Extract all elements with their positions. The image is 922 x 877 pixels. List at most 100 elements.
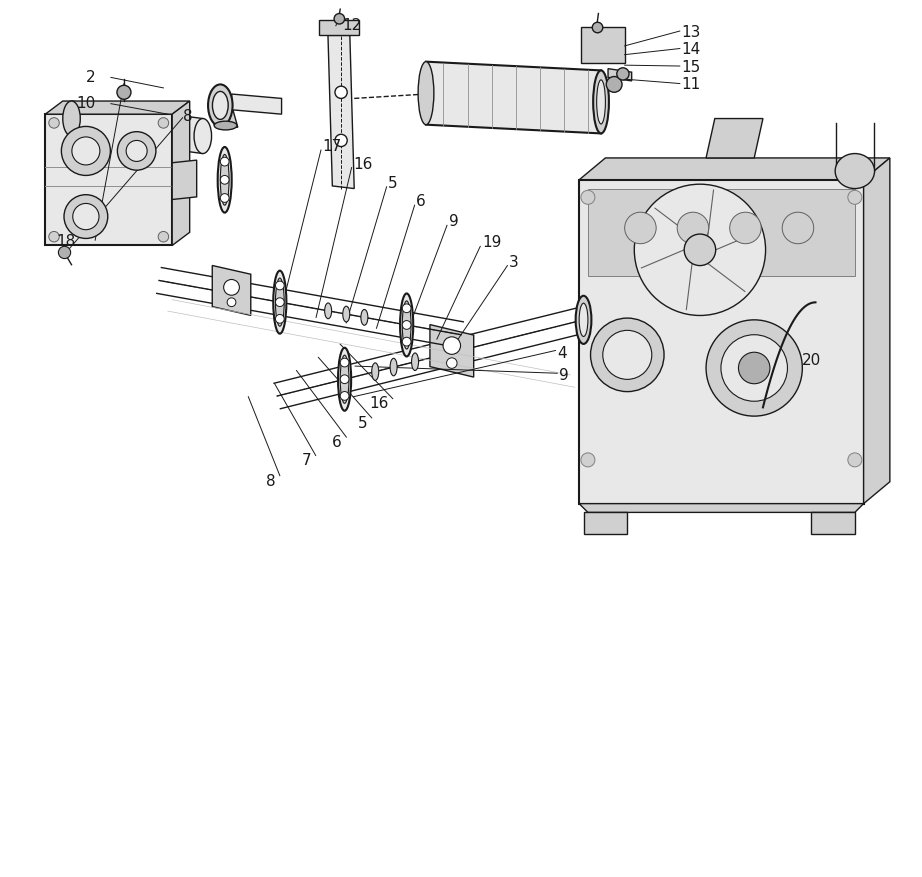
Circle shape <box>334 15 345 25</box>
Circle shape <box>220 195 229 203</box>
Ellipse shape <box>276 279 284 327</box>
Ellipse shape <box>835 154 875 189</box>
Circle shape <box>739 353 770 384</box>
Circle shape <box>721 335 787 402</box>
Ellipse shape <box>390 359 397 376</box>
Ellipse shape <box>214 122 237 131</box>
Ellipse shape <box>575 296 591 345</box>
Text: 5: 5 <box>388 175 398 190</box>
Ellipse shape <box>194 119 211 154</box>
Text: 9: 9 <box>559 368 569 383</box>
Polygon shape <box>430 325 474 378</box>
Polygon shape <box>426 62 601 134</box>
Polygon shape <box>811 513 855 535</box>
Circle shape <box>677 213 709 245</box>
Circle shape <box>340 375 349 384</box>
Circle shape <box>581 453 595 467</box>
Text: 6: 6 <box>332 434 342 450</box>
Circle shape <box>220 176 229 185</box>
Polygon shape <box>231 95 281 115</box>
Text: 7: 7 <box>301 453 312 467</box>
Circle shape <box>126 141 148 162</box>
Circle shape <box>73 204 99 231</box>
Polygon shape <box>72 102 203 154</box>
Text: 14: 14 <box>681 42 701 57</box>
Polygon shape <box>172 161 196 200</box>
Ellipse shape <box>402 302 411 350</box>
Bar <box>581 27 625 64</box>
Circle shape <box>402 321 411 330</box>
Text: 18: 18 <box>56 233 76 248</box>
Circle shape <box>58 247 71 260</box>
Polygon shape <box>319 21 359 36</box>
Circle shape <box>402 338 411 346</box>
Circle shape <box>335 135 348 147</box>
Ellipse shape <box>411 353 419 371</box>
Text: 5: 5 <box>358 416 367 431</box>
Ellipse shape <box>372 363 379 381</box>
Circle shape <box>607 77 622 93</box>
Ellipse shape <box>220 155 229 206</box>
Circle shape <box>72 138 100 166</box>
Polygon shape <box>172 102 190 246</box>
Circle shape <box>49 118 59 129</box>
Polygon shape <box>584 513 627 535</box>
Circle shape <box>224 280 240 296</box>
Circle shape <box>340 392 349 401</box>
Text: 19: 19 <box>482 235 502 250</box>
Circle shape <box>276 282 284 290</box>
Polygon shape <box>579 504 864 513</box>
Polygon shape <box>209 106 238 128</box>
Circle shape <box>684 235 715 267</box>
Circle shape <box>159 118 169 129</box>
Ellipse shape <box>218 148 231 213</box>
Circle shape <box>276 315 284 324</box>
Circle shape <box>706 320 802 417</box>
Text: 15: 15 <box>681 60 701 75</box>
Ellipse shape <box>325 303 332 319</box>
Circle shape <box>220 158 229 167</box>
Circle shape <box>634 185 765 316</box>
Circle shape <box>335 87 348 99</box>
Circle shape <box>625 213 656 245</box>
Circle shape <box>117 132 156 171</box>
Polygon shape <box>45 102 190 115</box>
Circle shape <box>117 86 131 100</box>
Text: 16: 16 <box>369 396 388 411</box>
Polygon shape <box>579 181 864 504</box>
Ellipse shape <box>343 307 349 323</box>
Circle shape <box>848 191 862 205</box>
Ellipse shape <box>361 310 368 326</box>
Text: 8: 8 <box>183 110 193 125</box>
Ellipse shape <box>418 62 434 125</box>
Circle shape <box>446 359 457 369</box>
Circle shape <box>782 213 814 245</box>
Polygon shape <box>706 119 762 159</box>
Circle shape <box>276 298 284 307</box>
Text: 2: 2 <box>86 70 95 85</box>
Text: 6: 6 <box>417 194 426 209</box>
Circle shape <box>340 359 349 367</box>
Circle shape <box>617 68 629 81</box>
Polygon shape <box>579 159 890 181</box>
Ellipse shape <box>208 85 232 127</box>
Text: 12: 12 <box>342 18 361 33</box>
Ellipse shape <box>597 81 606 125</box>
Text: 4: 4 <box>557 346 567 360</box>
Circle shape <box>581 191 595 205</box>
Circle shape <box>443 338 461 355</box>
Ellipse shape <box>593 71 609 134</box>
Text: 11: 11 <box>681 77 701 92</box>
Circle shape <box>227 298 236 307</box>
Circle shape <box>729 213 762 245</box>
Text: 16: 16 <box>353 156 372 172</box>
Circle shape <box>402 304 411 313</box>
Text: 10: 10 <box>76 96 95 111</box>
Bar <box>588 189 855 277</box>
Text: 9: 9 <box>449 214 458 229</box>
Ellipse shape <box>338 348 351 411</box>
Ellipse shape <box>400 294 413 357</box>
Text: 17: 17 <box>323 139 342 154</box>
Polygon shape <box>328 36 354 189</box>
Text: 8: 8 <box>266 473 276 488</box>
